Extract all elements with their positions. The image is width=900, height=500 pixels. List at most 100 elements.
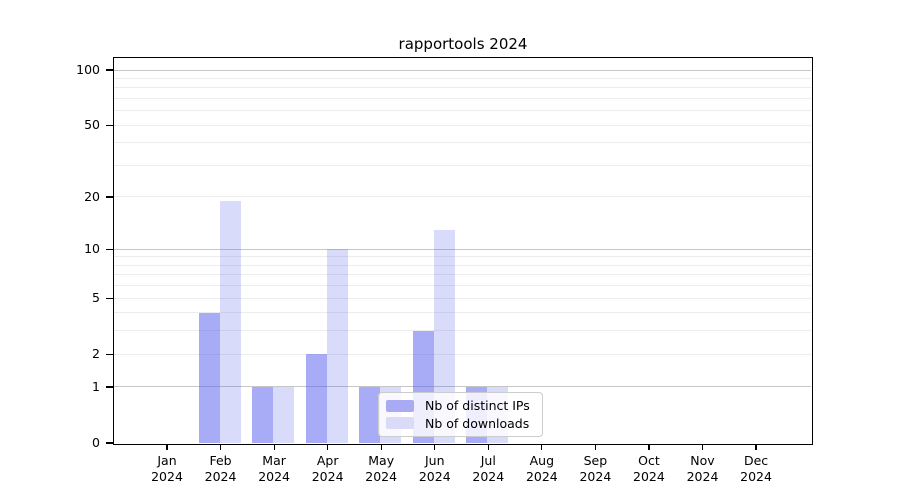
x-tick-month: Dec [743, 453, 769, 468]
gridline-major [114, 248, 811, 250]
x-tick-label: Dec 2024 [726, 453, 786, 485]
gridline-minor [114, 87, 811, 89]
x-tick [219, 444, 222, 450]
x-tick-label: Mar 2024 [244, 453, 304, 485]
legend-label: Nb of downloads [425, 415, 530, 431]
gridline-minor [114, 196, 811, 198]
x-tick [648, 444, 650, 450]
bar-distinct-ips [198, 312, 220, 443]
y-tick [106, 386, 113, 388]
x-tick-label: May 2024 [351, 453, 411, 485]
gridline-minor [114, 110, 811, 112]
x-tick [487, 444, 489, 450]
y-tick-label: 100 [76, 62, 100, 77]
chart-title: rapportools 2024 [398, 35, 528, 53]
gridline-major [114, 69, 811, 71]
x-tick-label: Apr 2024 [298, 453, 358, 485]
x-tick [273, 444, 275, 450]
x-tick [434, 444, 436, 450]
x-tick [166, 444, 168, 450]
gridline-minor [114, 312, 811, 314]
x-tick-year: 2024 [633, 469, 665, 484]
x-tick-year: 2024 [204, 469, 237, 484]
bar-distinct-ips [359, 386, 381, 443]
bar-downloads [326, 249, 348, 443]
plot-border [112, 56, 813, 445]
gridline-minor [114, 297, 811, 299]
legend: Nb of distinct IPs Nb of downloads [378, 392, 543, 437]
gridline-major [114, 386, 811, 388]
y-tick-label: 2 [92, 346, 100, 362]
x-tick-year: 2024 [311, 469, 344, 484]
x-tick-month: Mar [262, 453, 286, 468]
x-tick-year: 2024 [740, 469, 772, 484]
x-tick-month: Apr [316, 453, 339, 468]
gridline-minor [114, 264, 811, 266]
x-tick-year: 2024 [418, 469, 451, 484]
legend-item: Nb of downloads [386, 416, 534, 431]
x-tick-month: Oct [638, 453, 660, 468]
bar-distinct-ips [305, 354, 327, 443]
x-tick [380, 444, 382, 450]
x-tick-month: Sep [583, 453, 608, 468]
x-tick-year: 2024 [525, 469, 558, 484]
x-tick-month: Feb [209, 453, 232, 468]
x-tick-year: 2024 [579, 469, 612, 484]
y-tick-label: 10 [84, 241, 100, 257]
x-tick-label: Jun 2024 [405, 453, 465, 485]
legend-label: Nb of distinct IPs [425, 398, 530, 414]
gridline-minor [114, 124, 811, 126]
x-tick-label: Jan 2024 [137, 453, 197, 485]
x-tick-month: Nov [690, 453, 715, 468]
y-tick-label: 0 [92, 435, 100, 450]
y-tick [106, 248, 113, 250]
x-tick-year: 2024 [365, 469, 398, 484]
x-tick [541, 444, 543, 450]
x-tick-label: Jul 2024 [458, 453, 518, 485]
bar-downloads [219, 200, 241, 443]
legend-item: Nb of distinct IPs [386, 398, 534, 413]
gridline-minor [114, 97, 811, 99]
y-tick [106, 124, 113, 126]
x-tick-label: Sep 2024 [565, 453, 625, 485]
x-tick-year: 2024 [258, 469, 290, 484]
x-tick-month: Jan [157, 453, 177, 468]
y-tick-label: 50 [84, 117, 100, 133]
x-tick-month: Jul [480, 453, 496, 468]
x-tick-month: Aug [529, 453, 555, 468]
gridline-minor [114, 256, 811, 258]
x-tick-month: Jun [424, 453, 445, 468]
y-tick [106, 442, 113, 444]
gridline-minor [114, 77, 811, 79]
gridline-minor [114, 285, 811, 287]
y-tick [106, 353, 113, 355]
x-tick [327, 444, 329, 450]
y-tick [106, 69, 113, 71]
x-tick-year: 2024 [472, 469, 505, 484]
gridline-minor [114, 330, 811, 332]
x-tick-label: Nov 2024 [673, 453, 733, 485]
y-tick [106, 297, 113, 299]
gridline-minor [114, 274, 811, 276]
x-tick [594, 444, 596, 450]
x-tick [755, 444, 757, 450]
x-tick-month: May [368, 453, 395, 468]
x-tick-label: Feb 2024 [191, 453, 251, 485]
y-tick-label: 20 [84, 188, 100, 204]
x-tick-year: 2024 [151, 469, 183, 484]
gridline-minor [114, 164, 811, 166]
legend-swatch [386, 417, 414, 430]
y-tick [106, 196, 113, 198]
y-tick-label: 1 [92, 378, 100, 394]
x-tick [701, 444, 704, 450]
x-tick-label: Aug 2024 [512, 453, 572, 485]
x-tick-label: Oct 2024 [619, 453, 679, 485]
gridline-minor [114, 353, 811, 355]
legend-swatch [386, 399, 414, 412]
bar-downloads [273, 386, 295, 443]
bar-distinct-ips [252, 386, 274, 443]
x-tick-year: 2024 [686, 469, 719, 484]
bar-downloads [433, 229, 455, 443]
